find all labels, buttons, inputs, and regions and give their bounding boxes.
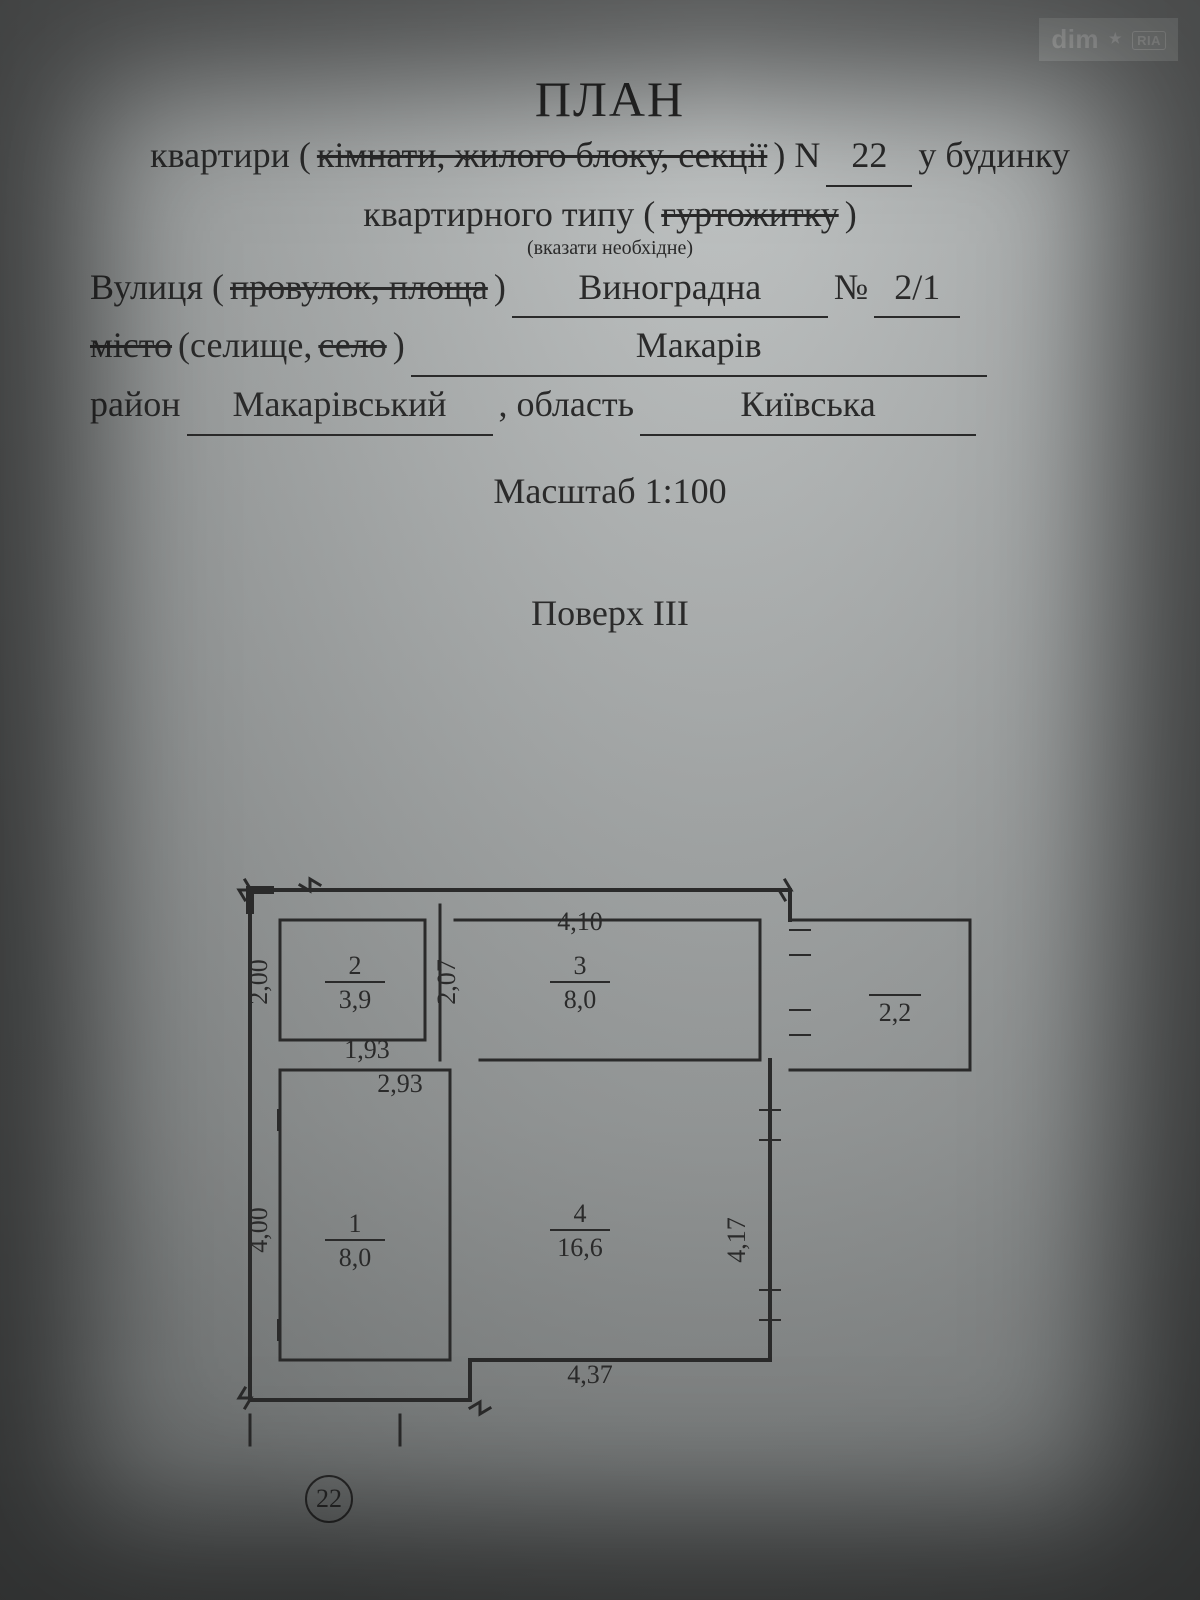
svg-text:4,17: 4,17	[722, 1217, 751, 1263]
txt: )	[393, 318, 405, 374]
city-name: Макарів	[411, 318, 987, 377]
watermark-badge: dim ★ RIA	[1039, 18, 1178, 61]
svg-text:2,2: 2,2	[879, 998, 912, 1027]
watermark-brand: dim	[1051, 24, 1099, 55]
apartment-number: 22	[826, 128, 912, 187]
district-name: Макарівський	[187, 377, 493, 436]
line-type: квартирного типу ( гуртожитку )	[90, 187, 1130, 243]
txt: )	[845, 187, 857, 243]
house-number: 2/1	[874, 260, 960, 319]
struck-options: кімнати, жилого блоку, секції	[317, 128, 767, 184]
apartment-circle-number: 22	[316, 1484, 342, 1514]
svg-text:4,37: 4,37	[567, 1360, 613, 1389]
svg-text:3,9: 3,9	[339, 985, 372, 1014]
txt: у будинку	[918, 128, 1070, 184]
txt: , область	[499, 377, 635, 433]
region-name: Київська	[640, 377, 976, 436]
floor-plan-svg: 1 8,0 2 3,9 3 8,0 4 16,6 2,2 4,10 2,00 2,07 1,93 2,…	[150, 860, 1030, 1470]
txt: Вулиця (	[90, 260, 224, 316]
line-apartment: квартири ( кімнати, жилого блоку, секції…	[90, 128, 1130, 187]
svg-text:2,00: 2,00	[244, 959, 273, 1005]
txt: квартири (	[150, 128, 311, 184]
hint-note: (вказати необхідне)	[90, 237, 1130, 260]
floor-label: Поверх III	[90, 592, 1130, 634]
txt: район	[90, 377, 181, 433]
apartment-circle-marker: 22	[305, 1475, 353, 1523]
star-icon: ★	[1109, 30, 1122, 47]
txt: (селище,	[178, 318, 312, 374]
txt: №	[834, 260, 868, 316]
svg-text:1: 1	[349, 1209, 362, 1238]
struck-village: село	[318, 318, 386, 374]
svg-text:4,00: 4,00	[244, 1207, 273, 1253]
line-district: район Макарівський , область Київська	[90, 377, 1130, 436]
document-body: ПЛАН квартири ( кімнати, жилого блоку, с…	[90, 70, 1130, 634]
txt: квартирного типу (	[363, 187, 655, 243]
floor-plan: 1 8,0 2 3,9 3 8,0 4 16,6 2,2 4,10 2,00 2,07 1,93 2,…	[150, 860, 1030, 1470]
svg-text:3: 3	[574, 951, 587, 980]
svg-text:2,07: 2,07	[432, 959, 461, 1005]
svg-text:16,6: 16,6	[557, 1233, 603, 1262]
txt: )	[494, 260, 506, 316]
watermark-sub: RIA	[1132, 31, 1166, 50]
svg-text:8,0: 8,0	[564, 985, 597, 1014]
txt: ) N	[773, 128, 820, 184]
line-street: Вулиця ( провулок, площа ) Виноградна № …	[90, 260, 1130, 319]
scale-label: Масштаб 1:100	[90, 470, 1130, 512]
struck-dorm: гуртожитку	[661, 187, 839, 243]
svg-text:1,93: 1,93	[344, 1035, 390, 1064]
line-city: місто (селище, село ) Макарів	[90, 318, 1130, 377]
svg-text:8,0: 8,0	[339, 1243, 372, 1272]
doc-title: ПЛАН	[90, 70, 1130, 128]
struck-city: місто	[90, 318, 172, 374]
struck-street-type: провулок, площа	[230, 260, 488, 316]
svg-text:2,93: 2,93	[377, 1069, 423, 1098]
street-name: Виноградна	[512, 260, 828, 319]
svg-text:2: 2	[349, 951, 362, 980]
svg-text:4,10: 4,10	[557, 907, 603, 936]
svg-text:4: 4	[574, 1199, 587, 1228]
